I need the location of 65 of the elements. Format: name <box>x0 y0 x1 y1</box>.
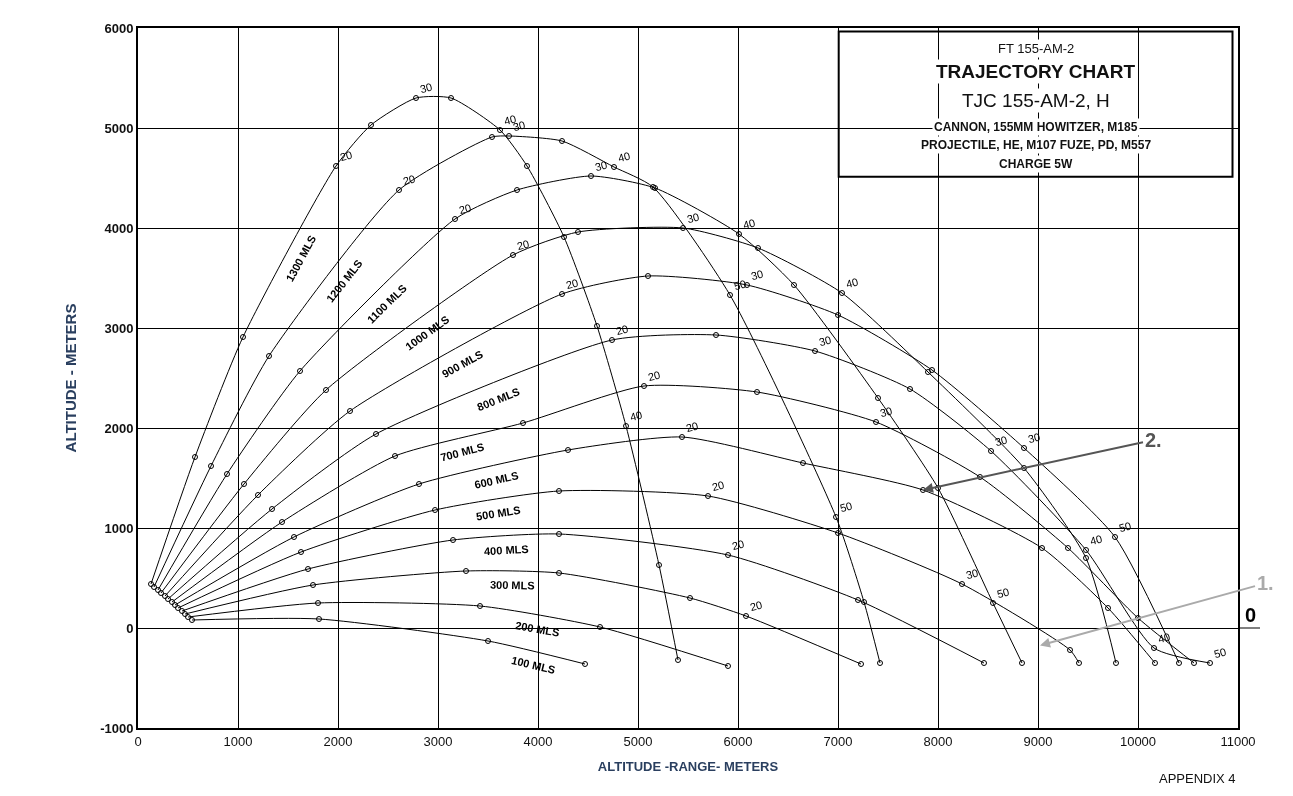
annotation: 40 <box>628 408 644 424</box>
annotation: 40 <box>1088 532 1104 548</box>
annotation: 2. <box>1145 429 1162 451</box>
annotation: 30 <box>878 404 894 420</box>
text: TJC 155-AM-2, H <box>962 90 1110 111</box>
text: 1300 MLS <box>283 233 319 284</box>
y-tick-label: 6000 <box>104 20 134 36</box>
annotation: 20 <box>710 478 726 494</box>
annotation: 30 <box>817 333 833 349</box>
annotation: FT 155-AM-2 <box>998 41 1075 56</box>
x-tick-label: 8000 <box>923 733 953 749</box>
series-label: 300 MLS <box>489 578 535 592</box>
annotation: 30 <box>964 566 980 582</box>
y-tick-label: 1000 <box>104 520 134 536</box>
x-axis-title: ALTITUDE -RANGE- METERS <box>597 758 779 774</box>
text: 800 MLS <box>475 385 522 414</box>
x-tick-label: 3000 <box>423 733 453 749</box>
annotation: PROJECTILE, HE, M107 FUZE, PD, M557 <box>921 138 1152 152</box>
x-tick-label: 11000 <box>1220 733 1256 749</box>
annotation: 30 <box>593 158 609 174</box>
annotation: 50 <box>995 585 1011 601</box>
annotation: 20 <box>401 172 417 188</box>
text: 0 <box>1245 604 1257 626</box>
text: 900 MLS <box>439 347 485 380</box>
annotation: CANNON, 155MM HOWITZER, M185 <box>934 120 1138 134</box>
annotation: CHARGE 5W <box>999 157 1074 171</box>
annotation: 20 <box>515 237 531 253</box>
x-tick-label: 1000 <box>223 733 253 749</box>
x-tick-label: 6000 <box>723 733 753 749</box>
x-tick-label: 10000 <box>1119 733 1157 749</box>
text: 700 MLS <box>439 440 486 464</box>
annotation: 30 <box>418 80 434 96</box>
annotation: 20 <box>338 148 354 164</box>
y-tick-label: 3000 <box>104 320 134 336</box>
text: TRAJECTORY CHART <box>936 61 1136 82</box>
annotation: 20 <box>646 368 662 384</box>
y-tick-label: 5000 <box>104 120 134 136</box>
annotation: 40 <box>741 216 757 232</box>
annotation: 20 <box>457 201 473 217</box>
x-tick-label: 4000 <box>523 733 553 749</box>
x-tick-label: 7000 <box>823 733 853 749</box>
annotation: 40 <box>1156 630 1172 646</box>
y-tick-label: 2000 <box>104 420 134 436</box>
text: APPENDIX 4 <box>1159 771 1236 786</box>
text: 1. <box>1257 572 1274 594</box>
text: 600 MLS <box>473 469 520 491</box>
series-label: 400 MLS <box>483 542 529 558</box>
x-tick-label: 5000 <box>623 733 653 749</box>
annotation: 20 <box>564 276 580 292</box>
annotation: 40 <box>616 149 632 165</box>
annotation: 50 <box>838 499 854 515</box>
x-tick-label: 9000 <box>1023 733 1053 749</box>
y-tick-label: 4000 <box>104 220 134 236</box>
y-axis-title: ALTITUDE - METERS <box>61 303 79 453</box>
annotation: 30 <box>749 267 765 283</box>
annotation: 50 <box>1212 645 1228 661</box>
annotation: 30 <box>685 210 701 226</box>
text: 500 MLS <box>475 503 522 523</box>
annotation: 40 <box>844 275 860 291</box>
text: 100 MLS <box>510 653 557 676</box>
annotation: 30 <box>993 433 1009 449</box>
y-tick-label: -1000 <box>100 720 134 736</box>
annotation: 20 <box>748 598 764 614</box>
y-tick-label: 0 <box>126 620 134 636</box>
x-tick-label: 2000 <box>323 733 353 749</box>
